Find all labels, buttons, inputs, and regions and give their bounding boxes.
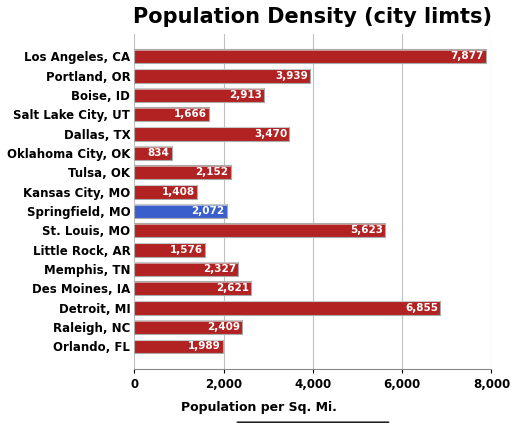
Text: 2,152: 2,152 [195, 168, 229, 177]
Bar [134, 126, 290, 140]
Bar [134, 185, 197, 187]
Bar [222, 352, 223, 353]
Bar [196, 197, 197, 198]
Bar [134, 223, 385, 237]
Text: Population per Sq. Mi.: Population per Sq. Mi. [180, 401, 337, 414]
Bar [134, 340, 223, 341]
Bar [287, 139, 290, 140]
Text: 7,877: 7,877 [450, 51, 484, 61]
Bar [134, 88, 265, 90]
Text: 1,408: 1,408 [162, 187, 195, 197]
Bar [134, 262, 238, 264]
Bar [134, 243, 205, 244]
Bar [134, 224, 385, 225]
Bar [207, 120, 209, 121]
Bar [225, 216, 227, 218]
Bar [134, 340, 223, 354]
Bar [134, 320, 242, 334]
Text: 6,855: 6,855 [405, 303, 438, 313]
Bar [134, 243, 205, 257]
Bar [250, 294, 251, 295]
Text: 2,621: 2,621 [216, 283, 249, 294]
Bar [134, 127, 290, 128]
Text: 1,666: 1,666 [174, 109, 207, 119]
Bar [263, 100, 265, 102]
Bar [383, 236, 385, 237]
Text: 1,989: 1,989 [188, 341, 221, 352]
Bar [134, 282, 251, 283]
Bar [134, 88, 265, 102]
Bar [134, 301, 440, 315]
Text: 2,409: 2,409 [207, 322, 240, 332]
Bar [237, 275, 238, 276]
Bar [134, 146, 172, 160]
Text: 3,470: 3,470 [254, 129, 287, 139]
Title: Population Density (city limts): Population Density (city limts) [133, 7, 493, 27]
Bar [134, 107, 209, 109]
Bar [134, 262, 238, 276]
Bar [134, 166, 231, 167]
Bar [229, 178, 231, 179]
Bar [134, 49, 486, 51]
Bar [240, 332, 242, 334]
Bar [134, 146, 172, 148]
Bar [134, 69, 310, 70]
Bar [437, 313, 440, 314]
Text: 1,576: 1,576 [170, 245, 203, 255]
Bar [134, 107, 209, 121]
Bar [134, 281, 251, 295]
Text: 834: 834 [147, 148, 170, 158]
Text: 3,939: 3,939 [275, 71, 308, 80]
Bar [134, 321, 242, 322]
Bar [204, 255, 205, 256]
Bar [134, 49, 486, 63]
Bar [134, 204, 227, 206]
Bar [482, 62, 486, 63]
Bar [134, 204, 227, 218]
Text: 2,913: 2,913 [230, 90, 262, 100]
Bar [171, 158, 172, 159]
Bar [134, 301, 440, 302]
Text: 2,072: 2,072 [192, 206, 225, 216]
Bar [134, 165, 231, 179]
Bar [134, 69, 310, 82]
Text: 2,327: 2,327 [203, 264, 236, 274]
Bar [308, 81, 310, 82]
Bar [134, 185, 197, 199]
Text: 5,623: 5,623 [350, 225, 383, 235]
